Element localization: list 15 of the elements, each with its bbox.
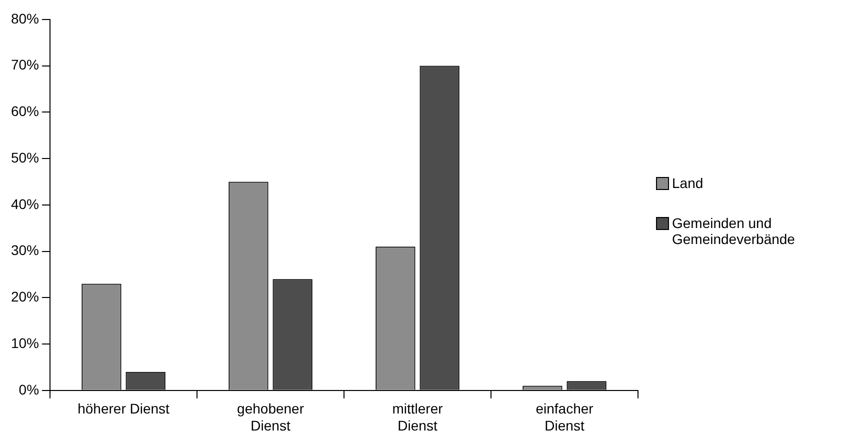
x-tick-label: einfacher Dienst xyxy=(536,400,594,434)
y-tick-label: 60% xyxy=(10,103,40,120)
y-tick-label: 0% xyxy=(18,381,40,398)
y-tick-label: 50% xyxy=(10,149,40,166)
y-tick-label: 20% xyxy=(10,288,40,305)
x-tick-label: höherer Dienst xyxy=(78,400,170,417)
y-tick-label: 30% xyxy=(10,242,40,258)
x-tick-label: gehobener Dienst xyxy=(237,400,304,434)
legend-label: Land xyxy=(672,175,704,191)
y-tick-label: 10% xyxy=(10,334,40,351)
y-tick-label: 70% xyxy=(10,56,40,73)
legend-label: Gemeinden und Gemeindeverbände xyxy=(672,215,796,247)
y-tick-label: 80% xyxy=(10,10,40,26)
y-tick-label: 40% xyxy=(10,196,40,212)
x-tick-label: mittlerer Dienst xyxy=(392,400,444,434)
